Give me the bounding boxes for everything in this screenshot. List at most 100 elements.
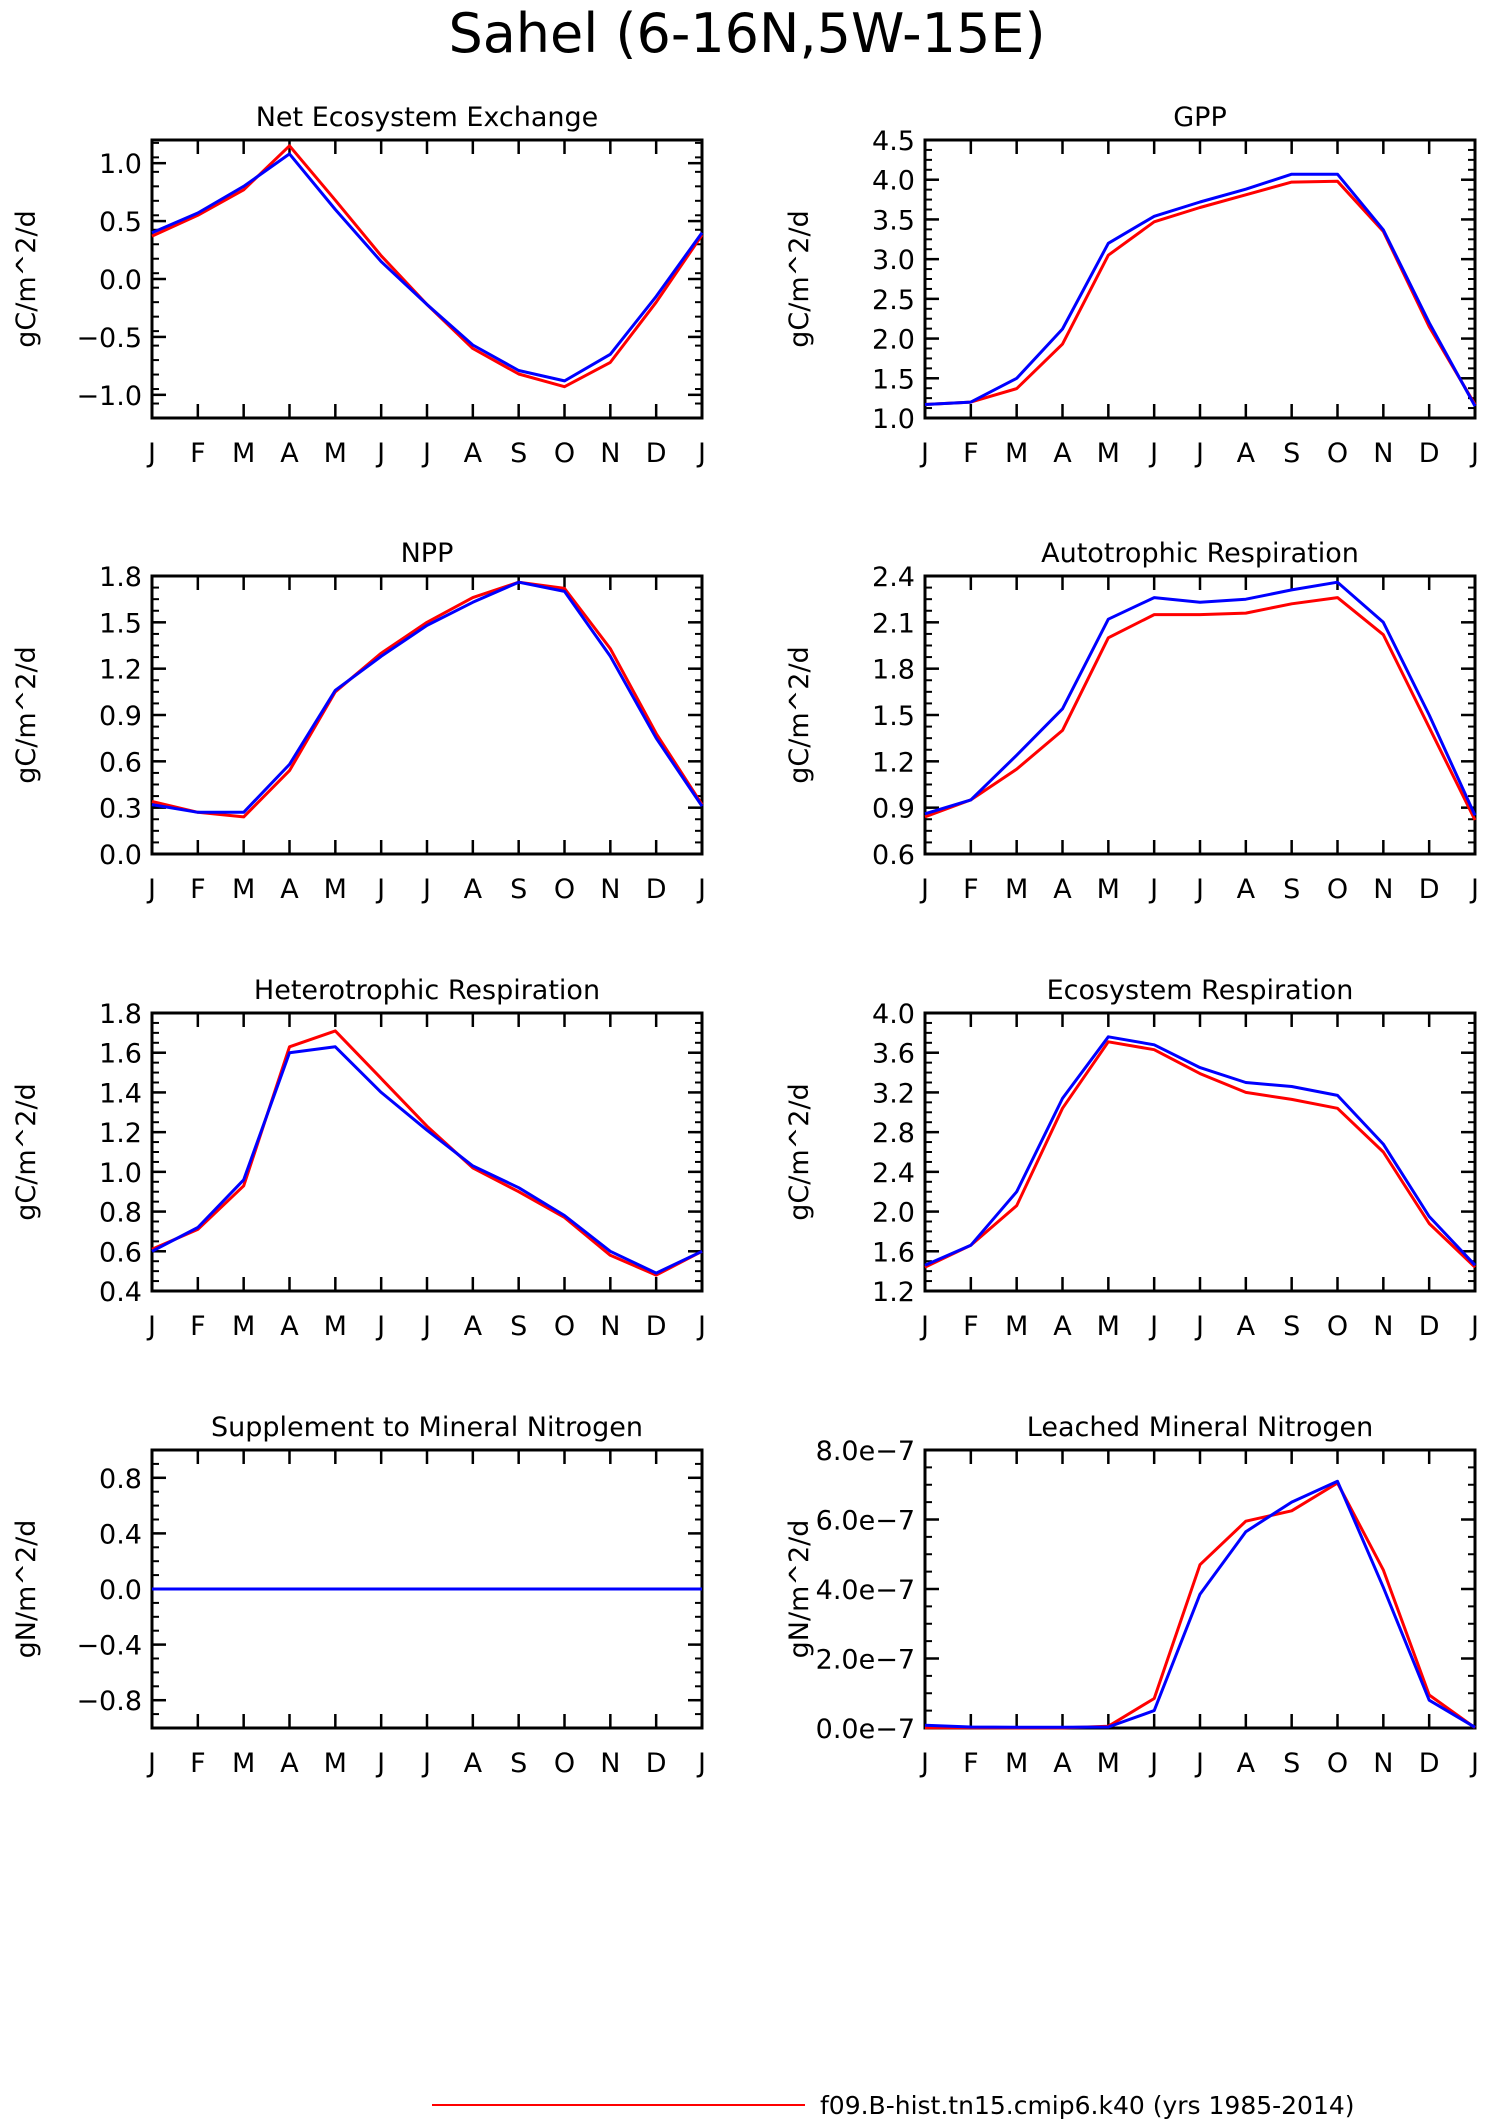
x-tick-label: F <box>190 874 206 905</box>
x-tick-label: A <box>464 1311 483 1342</box>
y-tick-label: 0.3 <box>99 794 142 825</box>
x-tick-label: A <box>280 438 299 469</box>
x-tick-label: F <box>963 1311 979 1342</box>
y-tick-label: 2.0 <box>872 325 915 356</box>
x-tick-label: J <box>1469 1748 1479 1779</box>
y-tick-label: 3.6 <box>872 1039 915 1070</box>
x-tick-label: S <box>510 438 527 469</box>
x-tick-label: M <box>1097 1311 1120 1342</box>
y-tick-label: 1.0 <box>99 149 142 180</box>
y-tick-label: 0.9 <box>99 701 142 732</box>
x-tick-label: D <box>1419 1311 1440 1342</box>
y-tick-label: 1.8 <box>99 999 142 1030</box>
x-tick-label: D <box>1419 1748 1440 1779</box>
x-tick-label: M <box>1097 438 1120 469</box>
chart-title: NPP <box>401 538 454 569</box>
x-tick-label: J <box>375 1748 385 1779</box>
x-tick-label: J <box>919 1748 929 1779</box>
x-tick-label: A <box>1237 874 1256 905</box>
y-tick-label: 0.5 <box>99 207 142 238</box>
x-tick-label: J <box>1194 1311 1204 1342</box>
x-tick-label: N <box>1373 1311 1393 1342</box>
y-tick-label: −0.5 <box>76 323 142 354</box>
x-tick-label: F <box>963 438 979 469</box>
x-tick-label: J <box>919 438 929 469</box>
y-tick-label: 0.0 <box>99 265 142 296</box>
x-tick-label: D <box>1419 874 1440 905</box>
x-tick-label: J <box>421 1748 431 1779</box>
y-axis-label: gC/m^2/d <box>784 1083 815 1220</box>
x-tick-label: S <box>510 1748 527 1779</box>
x-tick-label: J <box>421 1311 431 1342</box>
series-line-2 <box>924 1035 1477 1267</box>
series-line-2 <box>151 152 704 383</box>
y-tick-label: 4.0 <box>872 999 915 1030</box>
y-axis-label: gC/m^2/d <box>784 646 815 783</box>
y-tick-label: −1.0 <box>76 381 142 412</box>
x-tick-label: O <box>554 1748 575 1779</box>
chart-title: Autotrophic Respiration <box>1041 538 1359 569</box>
y-tick-label: 0.0e−7 <box>816 1714 915 1745</box>
y-tick-label: 3.5 <box>872 205 915 236</box>
y-axis-label: gC/m^2/d <box>11 210 42 347</box>
x-tick-label: A <box>1053 1748 1072 1779</box>
y-tick-label: 1.6 <box>872 1237 915 1268</box>
y-tick-label: 0.6 <box>872 840 915 871</box>
x-tick-label: J <box>1194 874 1204 905</box>
x-tick-label: S <box>510 874 527 905</box>
x-tick-label: J <box>919 1311 929 1342</box>
y-axis-label: gN/m^2/d <box>11 1520 42 1659</box>
plot-frame <box>150 1011 704 1293</box>
y-tick-label: 0.0 <box>99 1575 142 1606</box>
chart-title: Net Ecosystem Exchange <box>256 102 599 133</box>
chart-title: Leached Mineral Nitrogen <box>1027 1412 1373 1443</box>
plot-frame <box>923 1448 1477 1730</box>
y-tick-label: 1.5 <box>872 701 915 732</box>
x-tick-label: N <box>600 874 620 905</box>
chart-title: Heterotrophic Respiration <box>254 975 600 1006</box>
x-tick-label: J <box>375 1311 385 1342</box>
x-tick-label: J <box>1194 1748 1204 1779</box>
series-line-2 <box>151 580 704 814</box>
x-tick-label: M <box>1005 874 1028 905</box>
x-tick-label: O <box>1327 1748 1348 1779</box>
series-line-1 <box>924 596 1477 821</box>
x-tick-label: J <box>146 1748 156 1779</box>
x-tick-label: M <box>1097 1748 1120 1779</box>
x-tick-label: F <box>190 1311 206 1342</box>
x-tick-label: S <box>1283 874 1300 905</box>
x-tick-label: O <box>1327 438 1348 469</box>
y-tick-label: 3.2 <box>872 1078 915 1109</box>
x-tick-label: A <box>280 874 299 905</box>
x-tick-label: A <box>1053 1311 1072 1342</box>
y-tick-label: 2.0e−7 <box>816 1645 915 1676</box>
x-tick-label: J <box>696 1748 706 1779</box>
y-tick-label: 1.2 <box>99 655 142 686</box>
x-tick-label: D <box>646 874 667 905</box>
legend-label: f09.B-hist.tn15.cmip6.k40 (yrs 1985-2014… <box>820 2091 1355 2119</box>
x-tick-label: D <box>1419 438 1440 469</box>
y-tick-label: −0.8 <box>76 1686 142 1717</box>
y-tick-label: 0.9 <box>872 794 915 825</box>
series-line-2 <box>151 1045 703 1275</box>
x-tick-label: N <box>600 1748 620 1779</box>
x-tick-label: O <box>554 1311 575 1342</box>
series-line-2 <box>924 580 1477 817</box>
x-tick-label: D <box>646 438 667 469</box>
y-axis-label: gC/m^2/d <box>784 210 815 347</box>
x-tick-label: M <box>1097 874 1120 905</box>
x-tick-label: J <box>146 1311 156 1342</box>
y-tick-label: 2.4 <box>872 1158 915 1189</box>
y-tick-label: 3.0 <box>872 245 915 276</box>
y-tick-label: 4.0e−7 <box>816 1575 915 1606</box>
x-tick-label: M <box>324 874 347 905</box>
series-line-1 <box>924 1040 1477 1269</box>
y-tick-label: 1.4 <box>99 1078 142 1109</box>
x-tick-label: J <box>919 874 929 905</box>
y-tick-label: 1.2 <box>99 1118 142 1149</box>
y-tick-label: 2.5 <box>872 285 915 316</box>
x-tick-label: N <box>1373 874 1393 905</box>
x-tick-label: J <box>375 874 385 905</box>
